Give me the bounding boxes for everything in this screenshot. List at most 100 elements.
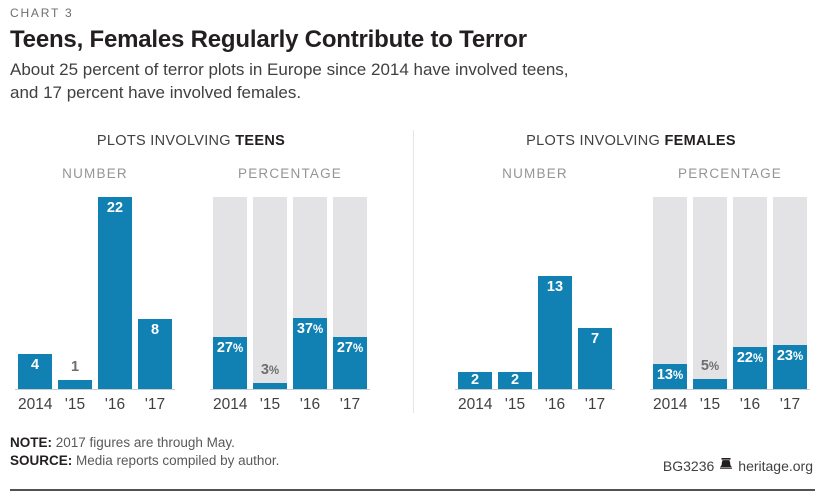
- panel-label-females-number: NUMBER: [502, 166, 568, 181]
- bar-slot: 8: [138, 197, 172, 389]
- bar-slot: 2: [498, 197, 532, 389]
- bar-slot: 13%: [653, 197, 687, 389]
- bar-slot: 37%: [293, 197, 327, 389]
- site-link[interactable]: heritage.org: [738, 457, 813, 474]
- bars-area: 13% 5% 22% 23%: [653, 197, 807, 389]
- x-axis-label: '15: [64, 396, 86, 413]
- bar: [733, 347, 767, 389]
- bar: [98, 197, 132, 389]
- x-axis-label: 2014: [18, 396, 53, 413]
- x-axis: 2014 '15 '16 '17: [213, 396, 367, 414]
- chart-subtitle-line2: and 17 percent have involved females.: [10, 83, 302, 102]
- x-axis: 2014 '15 '16 '17: [18, 396, 172, 414]
- bottom-rule: [10, 489, 815, 491]
- teens-percentage-chart: 27% 3% 37% 27% 2014 '15 '16 '17: [210, 197, 370, 413]
- bar: [498, 372, 532, 389]
- group-title-teens-regular: PLOTS INVOLVING: [96, 133, 236, 149]
- x-axis-label: '17: [584, 396, 606, 413]
- background-track-bar: [253, 197, 287, 389]
- bar-value-label: 4: [30, 357, 40, 373]
- chart-subtitle: About 25 percent of terror plots in Euro…: [10, 58, 569, 104]
- group-title-teens: PLOTS INVOLVING TEENS: [15, 133, 367, 149]
- bar: [293, 318, 327, 389]
- group-title-teens-bold: TEENS: [235, 133, 286, 149]
- teens-number-chart: 4 1 22 8 2014 '15 '16 '17: [15, 197, 175, 413]
- bar-value-label: 1: [70, 359, 80, 375]
- bar-value-label: 37%: [296, 321, 324, 337]
- x-axis: 2014 '15 '16 '17: [458, 396, 612, 414]
- x-axis-label: '17: [779, 396, 801, 413]
- footer-notes: NOTE: 2017 figures are through May. SOUR…: [10, 434, 279, 470]
- bar: [538, 276, 572, 389]
- bar: [773, 345, 807, 389]
- doc-id: BG3236: [662, 457, 715, 474]
- bar-value-label: 3%: [260, 362, 280, 378]
- source-label: SOURCE:: [10, 453, 73, 468]
- bar-value-label: 22: [106, 200, 124, 216]
- heritage-bell-icon: [719, 457, 733, 474]
- x-axis-label: '16: [544, 396, 566, 413]
- x-axis-label: '15: [504, 396, 526, 413]
- bar-slot: 7: [578, 197, 612, 389]
- footer-brand: BG3236 heritage.org: [663, 457, 813, 474]
- bar-slot: 3%: [253, 197, 287, 389]
- x-axis-label: '15: [259, 396, 281, 413]
- bars-area: 2 2 13 7: [458, 197, 612, 389]
- source-line: SOURCE: Media reports compiled by author…: [10, 452, 279, 470]
- group-title-females: PLOTS INVOLVING FEMALES: [455, 133, 807, 149]
- chart-kicker: CHART 3: [10, 6, 74, 20]
- bar-slot: 1: [58, 197, 92, 389]
- bar-value-label: 27%: [336, 340, 364, 356]
- group-title-females-bold: FEMALES: [664, 133, 736, 149]
- bars-area: 27% 3% 37% 27%: [213, 197, 367, 389]
- x-axis-label: 2014: [458, 396, 493, 413]
- bar: [578, 328, 612, 389]
- x-axis: 2014 '15 '16 '17: [653, 396, 807, 414]
- bar-value-label: 22%: [736, 350, 764, 366]
- source-text: Media reports compiled by author.: [76, 453, 280, 468]
- bar: [138, 319, 172, 389]
- group-title-females-regular: PLOTS INVOLVING: [526, 133, 665, 149]
- panel-label-females-percentage: PERCENTAGE: [677, 166, 782, 181]
- x-axis-label: '17: [339, 396, 361, 413]
- bar-slot: 4: [18, 197, 52, 389]
- bar-slot: 27%: [333, 197, 367, 389]
- bar: [18, 354, 52, 389]
- panel-label-teens-number: NUMBER: [62, 166, 128, 181]
- note-line: NOTE: 2017 figures are through May.: [10, 434, 279, 452]
- bar-value-label: 8: [150, 322, 160, 338]
- bar-value-label: 7: [590, 331, 600, 347]
- x-axis-label: '16: [739, 396, 761, 413]
- bar-value-label: 2: [510, 372, 520, 388]
- bar-value-label: 2: [470, 372, 480, 388]
- bar-value-label: 27%: [216, 340, 244, 356]
- bar-slot: 23%: [773, 197, 807, 389]
- bar: [213, 337, 247, 389]
- bars-area: 4 1 22 8: [18, 197, 172, 389]
- females-percentage-chart: 13% 5% 22% 23% 2014 '15 '16 '17: [650, 197, 810, 413]
- bar-slot: 2: [458, 197, 492, 389]
- bar-slot: 13: [538, 197, 572, 389]
- bar: [458, 372, 492, 389]
- note-text: 2017 figures are through May.: [55, 435, 235, 450]
- bar: [693, 379, 727, 389]
- note-label: NOTE:: [10, 435, 52, 450]
- bar: [333, 337, 367, 389]
- bar-value-label: 13: [546, 279, 564, 295]
- x-axis-label: 2014: [653, 396, 688, 413]
- background-track-bar: [653, 197, 687, 389]
- x-axis-label: '17: [144, 396, 166, 413]
- chart-title: Teens, Females Regularly Contribute to T…: [10, 26, 527, 53]
- bar-value-label: 5%: [700, 358, 720, 374]
- bar-value-label: 13%: [656, 367, 684, 383]
- bar: [653, 364, 687, 389]
- bar-slot: 22%: [733, 197, 767, 389]
- bar: [253, 383, 287, 389]
- bar-slot: 22: [98, 197, 132, 389]
- females-number-chart: 2 2 13 7 2014 '15 '16 '17: [455, 197, 615, 413]
- x-axis-label: 2014: [213, 396, 248, 413]
- background-track-bar: [693, 197, 727, 389]
- bar-slot: 5%: [693, 197, 727, 389]
- bar: [58, 380, 92, 389]
